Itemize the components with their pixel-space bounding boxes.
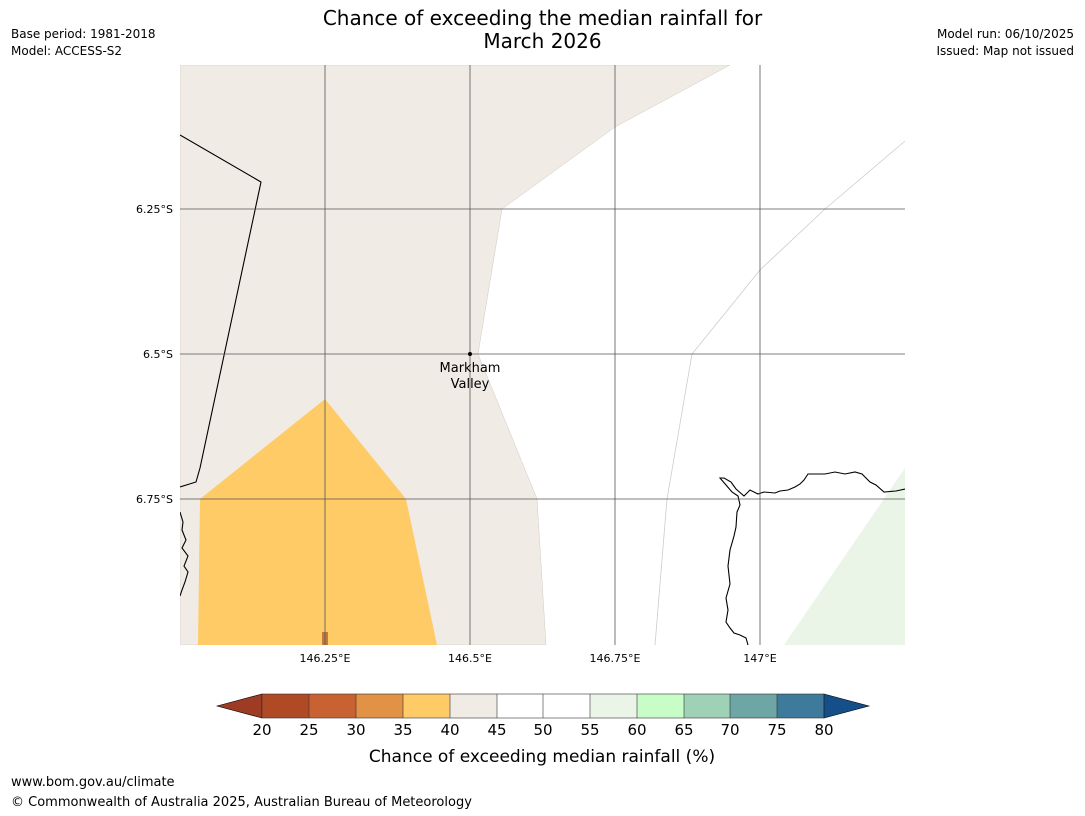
model-run: Model run: 06/10/2025 — [936, 27, 1074, 41]
model-name: Model: ACCESS-S2 — [11, 44, 123, 58]
colorbar-tick: 40 — [440, 721, 459, 739]
lon-label: 146.5°E — [448, 652, 492, 665]
colorbar-tick: 80 — [814, 721, 833, 739]
coastline-west — [180, 134, 262, 488]
colorbar-swatch — [450, 694, 497, 718]
page-title: Chance of exceeding the median rainfall … — [0, 7, 1085, 53]
colorbar-label: Chance of exceeding median rainfall (%) — [369, 747, 715, 767]
colorbar-swatch — [730, 694, 777, 718]
region-35-40 — [198, 399, 437, 645]
colorbar-swatch — [637, 694, 684, 718]
lat-label: 6.5°S — [143, 348, 173, 361]
colorbar-swatch — [497, 694, 543, 718]
colorbar-tick: 20 — [252, 721, 271, 739]
colorbar-tick: 25 — [299, 721, 318, 739]
map-area — [180, 65, 905, 645]
colorbar-swatch — [356, 694, 403, 718]
colorbar-swatch — [777, 694, 824, 718]
region-55-60 — [784, 468, 905, 645]
colorbar-tick: 60 — [627, 721, 646, 739]
contour-line-east — [654, 140, 905, 645]
place-label-line-2: Valley — [451, 377, 490, 392]
footer-url[interactable]: www.bom.gov.au/climate — [11, 775, 175, 790]
coastline-east — [718, 471, 905, 645]
place-label-line-1: Markham — [440, 361, 501, 376]
colorbar-tick: 55 — [580, 721, 599, 739]
colorbar-tick: 70 — [720, 721, 739, 739]
colorbar-tick: 50 — [533, 721, 552, 739]
colorbar-swatch — [403, 694, 450, 718]
colorbar-tick: 65 — [674, 721, 693, 739]
lat-label: 6.25°S — [136, 203, 173, 216]
colorbar-tick: 30 — [346, 721, 365, 739]
markham-valley-marker — [468, 352, 472, 356]
coastline-west-lower — [180, 511, 189, 597]
colorbar-swatch — [309, 694, 356, 718]
title-line-2: March 2026 — [483, 29, 602, 53]
lon-label: 147°E — [743, 652, 776, 665]
colorbar-tick: 35 — [393, 721, 412, 739]
footer-copyright: © Commonwealth of Australia 2025, Austra… — [11, 795, 472, 810]
base-period: Base period: 1981-2018 — [11, 27, 156, 41]
colorbar-tick: 45 — [487, 721, 506, 739]
colorbar-swatch — [262, 694, 309, 718]
colorbar-swatch — [684, 694, 730, 718]
colorbar-extend-low — [215, 693, 263, 719]
lon-label: 146.75°E — [590, 652, 641, 665]
colorbar-tick: 75 — [767, 721, 786, 739]
lon-label: 146.25°E — [300, 652, 351, 665]
colorbar — [215, 693, 871, 719]
colorbar-extend-high — [823, 693, 871, 719]
issued-status: Issued: Map not issued — [936, 44, 1074, 58]
title-line-1: Chance of exceeding the median rainfall … — [322, 6, 763, 30]
colorbar-ticks: 20 25 30 35 40 45 50 55 60 65 70 75 80 — [252, 721, 833, 739]
colorbar-swatch — [590, 694, 637, 718]
colorbar-swatch — [543, 694, 590, 718]
lat-label: 6.75°S — [136, 493, 173, 506]
